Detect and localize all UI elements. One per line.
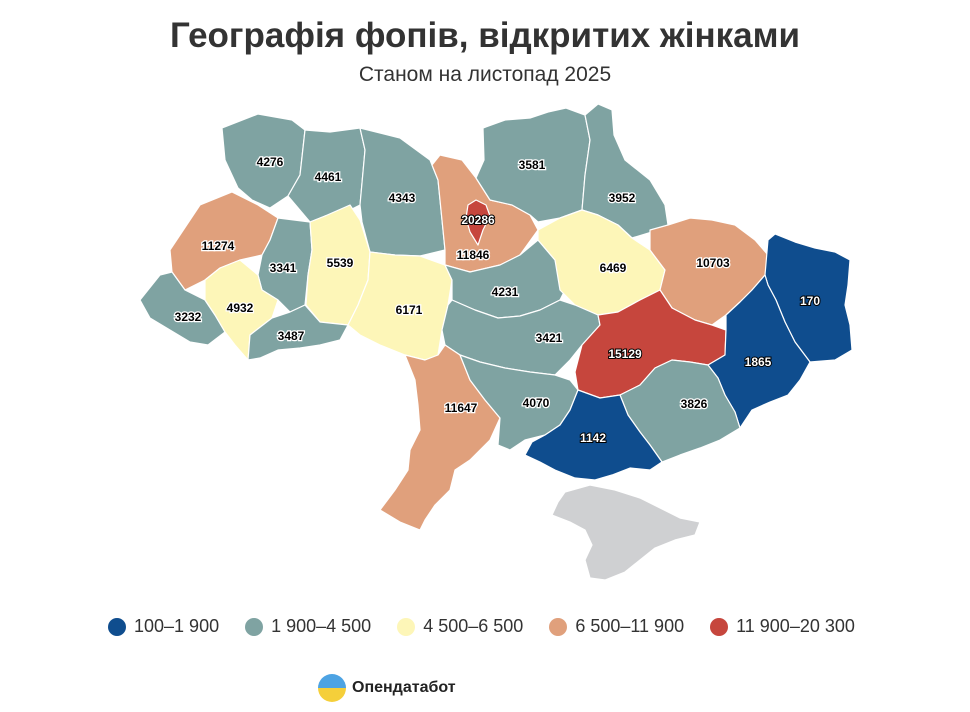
legend-swatch [549, 617, 568, 636]
region-value-rivne: 4461 [315, 170, 342, 184]
region-value-zaporizhzhia: 3826 [681, 397, 708, 411]
region-value-vinnytsia: 6171 [396, 303, 423, 317]
region-value-kharkiv: 10703 [696, 256, 730, 270]
region-value-kherson: 1142 [580, 431, 606, 445]
opendatabot-logo-icon [318, 674, 346, 702]
legend-swatch [710, 617, 729, 636]
region-value-zhytomyr: 4343 [389, 191, 416, 205]
legend-item: 4 500–6 500 [397, 616, 523, 637]
region-value-chernihiv: 3581 [519, 158, 546, 172]
legend-swatch [397, 617, 416, 636]
legend-label: 11 900–20 300 [736, 616, 855, 636]
region-value-cherkasy: 4231 [492, 285, 519, 299]
brand-name: Опендатабот [352, 679, 456, 696]
region-odesa[interactable] [379, 344, 501, 531]
legend-label: 6 500–11 900 [575, 616, 685, 636]
brand: Опендатабот [318, 674, 456, 702]
region-crimea [551, 484, 701, 581]
legend-item: 11 900–20 300 [710, 616, 855, 637]
region-value-mykolaiv: 4070 [523, 396, 550, 410]
page-title: Географія фопів, відкритих жінками [170, 16, 800, 55]
legend-swatch [108, 617, 126, 636]
region-value-dnipro: 15129 [608, 347, 642, 361]
legend: 100–1 900 1 900–4 500 4 500–6 500 6 500–… [108, 616, 881, 637]
legend-item: 1 900–4 500 [245, 616, 371, 637]
legend-label: 1 900–4 500 [271, 616, 372, 636]
region-value-khmelnytskyi: 5539 [327, 256, 354, 270]
legend-label: 4 500–6 500 [423, 616, 524, 636]
region-value-chernivtsi: 3487 [278, 329, 305, 343]
region-value-lviv: 11274 [202, 239, 235, 253]
region-value-zakarpattia: 3232 [175, 310, 202, 324]
region-kherson[interactable] [524, 389, 663, 481]
legend-item: 6 500–11 900 [549, 616, 684, 637]
region-value-sumy: 3952 [609, 191, 636, 205]
region-value-ivano-frankivsk: 4932 [227, 301, 254, 315]
region-value-poltava: 6469 [600, 261, 627, 275]
region-value-kyiv-city: 20286 [461, 213, 495, 227]
region-value-volyn: 4276 [257, 155, 284, 169]
region-value-kirovohrad: 3421 [536, 331, 563, 345]
legend-swatch [245, 617, 264, 636]
region-value-luhansk: 170 [800, 294, 820, 308]
legend-item: 100–1 900 [108, 616, 219, 637]
region-chernivtsi[interactable] [247, 304, 349, 361]
region-value-donetsk: 1865 [745, 355, 772, 369]
region-kyiv-city[interactable] [465, 199, 491, 246]
region-value-odesa: 11647 [445, 401, 478, 415]
region-value-kyiv-oblast: 11846 [457, 248, 490, 262]
region-value-ternopil: 3341 [270, 261, 297, 275]
page-subtitle: Станом на листопад 2025 [358, 63, 612, 86]
legend-label: 100–1 900 [134, 616, 220, 636]
